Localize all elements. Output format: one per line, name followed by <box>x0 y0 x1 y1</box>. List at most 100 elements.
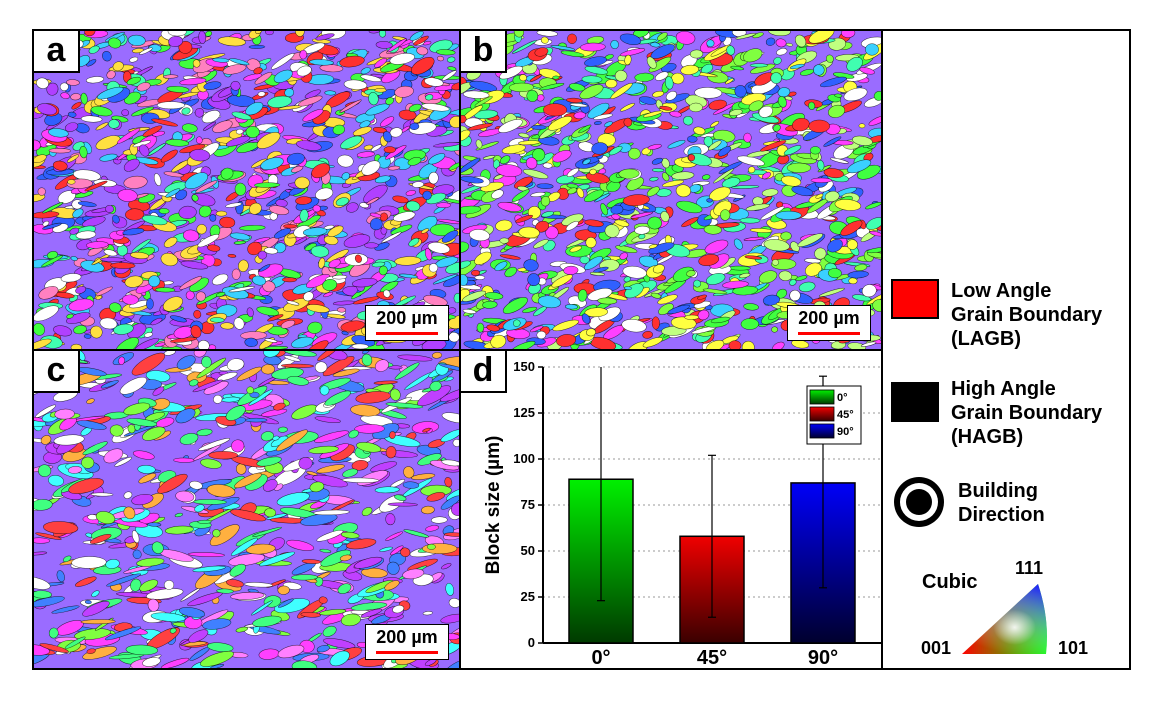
grain <box>230 592 265 600</box>
grain <box>291 660 318 668</box>
grain <box>108 37 122 49</box>
grain <box>789 289 801 302</box>
grain <box>378 265 388 276</box>
grain <box>536 183 554 189</box>
grain <box>235 626 249 633</box>
grain <box>615 245 638 254</box>
grain <box>34 154 47 163</box>
building-direction-dot <box>906 489 932 515</box>
grain <box>38 286 59 300</box>
grain <box>765 37 776 46</box>
grain <box>59 82 69 91</box>
grain <box>34 499 53 511</box>
grain <box>302 227 328 237</box>
grain <box>698 254 720 266</box>
grain <box>705 339 725 349</box>
grain <box>689 49 704 59</box>
building-direction-line2: Direction <box>958 504 1045 526</box>
grain <box>162 296 183 312</box>
grain <box>276 429 308 452</box>
grain <box>343 79 368 90</box>
grain <box>310 245 330 258</box>
grain <box>132 450 155 460</box>
grain <box>322 278 338 291</box>
grain <box>163 237 178 248</box>
y-tick-label-150: 150 <box>513 359 535 374</box>
grain <box>341 331 349 336</box>
grain <box>263 351 280 358</box>
grain <box>372 423 400 440</box>
grain <box>84 31 96 37</box>
panel-a: a 200 µm <box>32 29 461 351</box>
grain <box>462 90 490 99</box>
grain <box>337 583 352 594</box>
grain <box>75 230 97 240</box>
grain <box>522 306 538 313</box>
grain <box>257 91 266 97</box>
ipf-triangle-icon <box>962 584 1047 654</box>
grain <box>403 529 429 538</box>
grain <box>66 79 80 86</box>
scalebar-line-b <box>798 332 860 335</box>
grain <box>273 228 291 239</box>
panel-b: b 200 µm <box>459 29 883 351</box>
grain <box>427 242 451 254</box>
grain <box>620 103 635 112</box>
grain <box>820 76 847 88</box>
grain <box>231 268 241 280</box>
grain <box>257 250 267 260</box>
grain <box>585 328 596 337</box>
grain <box>137 464 156 474</box>
grain <box>67 179 76 185</box>
grain <box>163 171 184 178</box>
grain <box>542 162 553 169</box>
grain <box>252 527 282 537</box>
grain <box>610 40 619 50</box>
grain <box>301 559 321 564</box>
grain <box>231 537 258 556</box>
grain <box>444 532 459 537</box>
y-tick-label-50: 50 <box>521 543 535 558</box>
grain <box>179 276 203 290</box>
grain <box>316 530 344 542</box>
grain <box>196 224 207 235</box>
grain <box>95 122 109 131</box>
grain <box>384 580 400 591</box>
grain <box>467 123 493 131</box>
grain <box>56 570 65 583</box>
grain <box>815 193 824 199</box>
grain <box>394 85 414 98</box>
grain <box>341 531 360 539</box>
grain <box>375 41 393 49</box>
grain <box>797 233 824 248</box>
grain <box>53 325 72 337</box>
grain <box>212 273 229 286</box>
grain <box>872 299 881 312</box>
grain <box>42 201 64 214</box>
grain <box>212 529 221 538</box>
grain <box>296 65 312 77</box>
grain <box>361 567 388 578</box>
grain <box>619 252 628 260</box>
scalebar-label-b: 200 µm <box>798 308 860 328</box>
grain <box>581 313 591 324</box>
grain <box>314 361 328 373</box>
grain <box>42 222 62 230</box>
grain <box>761 171 771 180</box>
grain <box>219 216 236 228</box>
grain <box>299 49 308 60</box>
grain <box>230 509 267 522</box>
grain <box>174 512 183 518</box>
grain <box>745 203 770 211</box>
x-tick-label-1: 45° <box>697 647 727 669</box>
grain <box>461 157 481 174</box>
grain <box>504 266 517 278</box>
grain <box>217 372 238 381</box>
grain <box>495 164 523 177</box>
grain <box>222 64 247 75</box>
grain <box>825 54 834 63</box>
lagb-swatch <box>891 279 939 319</box>
grain <box>246 386 255 394</box>
grain <box>109 302 122 313</box>
lagb-label-line3: (LAGB) <box>951 328 1021 350</box>
